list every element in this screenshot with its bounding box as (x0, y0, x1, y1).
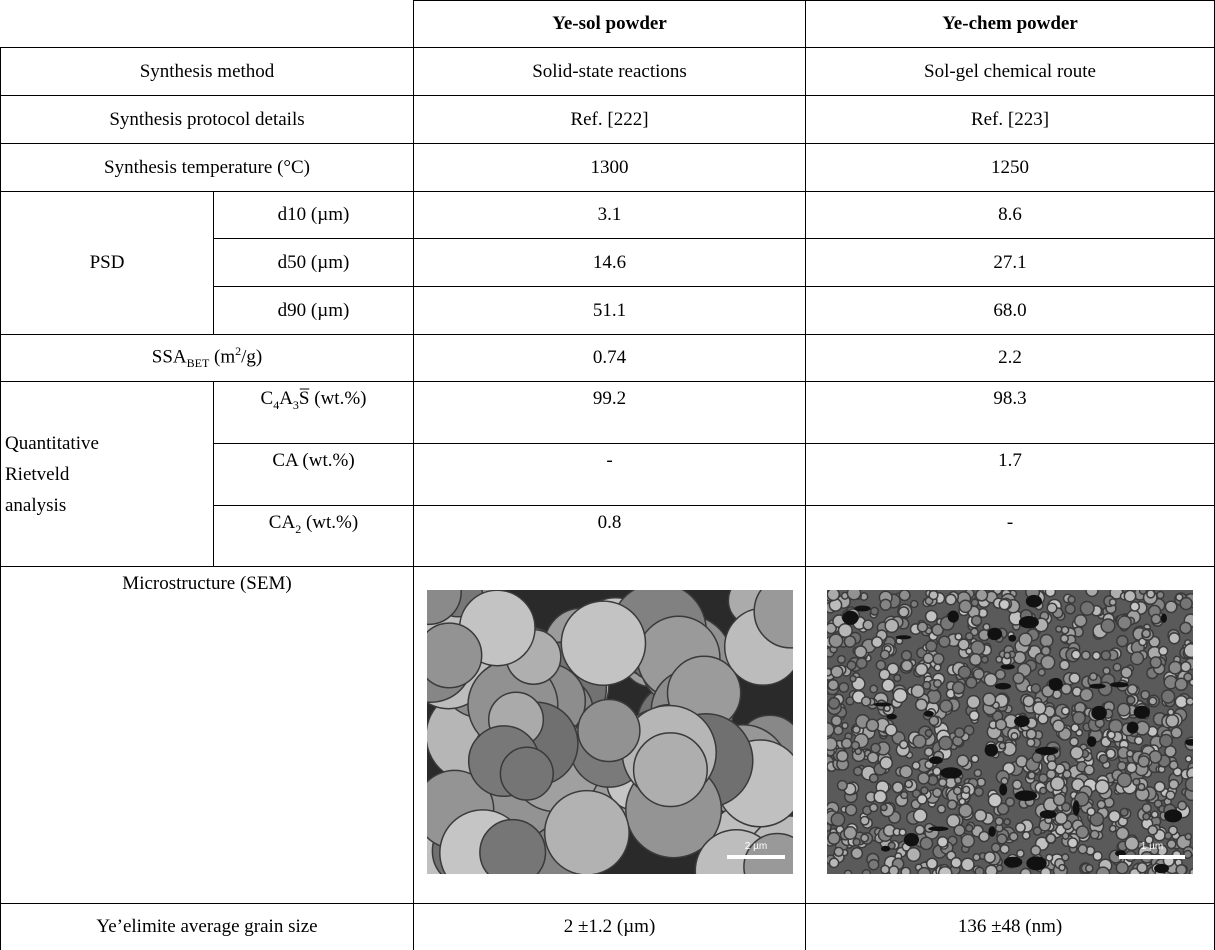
row-label: Microstructure (SEM) (0, 566, 414, 904)
cell: - (805, 505, 1215, 567)
sub-label: d90 (µm) (213, 286, 414, 335)
empty-cell (0, 0, 414, 48)
cell: 14.6 (413, 238, 806, 287)
scale-bar-label: 2 µm (744, 841, 766, 852)
cell: Sol-gel chemical route (805, 47, 1215, 96)
image-cell: 1 µm (805, 566, 1215, 904)
row-label: Synthesis method (0, 47, 414, 96)
row: d90 (µm) 51.1 68.0 (1, 286, 1215, 335)
cell: 3.1 (413, 191, 806, 239)
cell: Solid-state reactions (413, 47, 806, 96)
row: Microstructure (SEM) 2 µm 1 µm (0, 566, 1215, 904)
row: Synthesis temperature (°C) 1300 1250 (0, 143, 1215, 192)
row-label: Synthesis protocol details (0, 95, 414, 144)
sub-label: d10 (µm) (213, 191, 414, 239)
text-segment: /g) (241, 346, 263, 368)
cell: 98.3 (805, 381, 1215, 444)
cell: 99.2 (413, 381, 806, 444)
row: Synthesis method Solid-state reactions S… (0, 47, 1215, 96)
cell: 136 ±48 (nm) (805, 903, 1215, 950)
cell: 1.7 (805, 443, 1215, 506)
cell: 68.0 (805, 286, 1215, 335)
text-segment: (wt.%) (301, 512, 359, 533)
header-row: Ye-sol powder Ye-chem powder (0, 0, 1215, 48)
text-segment: A (279, 388, 293, 409)
cell: 51.1 (413, 286, 806, 335)
text-segment: S̅ (wt.%) (298, 388, 367, 409)
text-segment: CA (268, 512, 296, 533)
row: PSD d10 (µm) 3.1 8.6 (0, 191, 1215, 335)
row-label: SSABET (m2/g) (0, 334, 414, 382)
cell: 27.1 (805, 238, 1215, 287)
header-cell: Ye-sol powder (413, 0, 806, 48)
header-cell: Ye-chem powder (805, 0, 1215, 48)
text-segment: 2 (235, 344, 242, 359)
cell: 2 ±1.2 (µm) (413, 903, 806, 950)
row: CA2 (wt.%) 0.8 - (1, 505, 1215, 567)
sem-image: 1 µm (819, 583, 1200, 882)
scale-bar (726, 855, 785, 859)
cell: 1300 (413, 143, 806, 192)
cell: - (413, 443, 806, 506)
group-label: PSD (0, 191, 214, 335)
sem-image: 2 µm (414, 567, 805, 903)
group-label: Quantitative Rietveld analysis (0, 381, 214, 567)
row: Synthesis protocol details Ref. [222] Re… (0, 95, 1215, 144)
sub-label: C4A3S̅ (wt.%) (213, 381, 414, 444)
cell: 8.6 (805, 191, 1215, 239)
text-segment: 3 (292, 397, 299, 412)
sub-label: CA2 (wt.%) (213, 505, 414, 567)
text-segment: SSA (151, 346, 187, 368)
row: Quantitative Rietveld analysis C4A3S̅ (w… (0, 381, 1215, 567)
row-label: Ye’elimite average grain size (0, 903, 414, 950)
sub-label: CA (wt.%) (213, 443, 414, 506)
text-segment: 4 (273, 397, 280, 412)
image-cell: 2 µm (413, 566, 806, 904)
scale-bar-label: 1 µm (1141, 841, 1163, 852)
cell: 1250 (805, 143, 1215, 192)
row-label: Synthesis temperature (°C) (0, 143, 414, 192)
cell: Ref. [223] (805, 95, 1215, 144)
text-segment: 2 (295, 521, 302, 536)
text-segment: (m (209, 346, 236, 368)
row: SSABET (m2/g) 0.74 2.2 (0, 334, 1215, 382)
row: d50 (µm) 14.6 27.1 (1, 238, 1215, 287)
text-segment: C (260, 388, 274, 409)
cell: Ref. [222] (413, 95, 806, 144)
group-label-text: Quantitative Rietveld analysis (5, 432, 99, 516)
scale-bar (1119, 855, 1185, 859)
text-segment: BET (186, 356, 210, 371)
cell: 0.8 (413, 505, 806, 567)
row: Ye’elimite average grain size 2 ±1.2 (µm… (0, 903, 1215, 950)
cell: 0.74 (413, 334, 806, 382)
sub-label: d50 (µm) (213, 238, 414, 287)
cell: 2.2 (805, 334, 1215, 382)
